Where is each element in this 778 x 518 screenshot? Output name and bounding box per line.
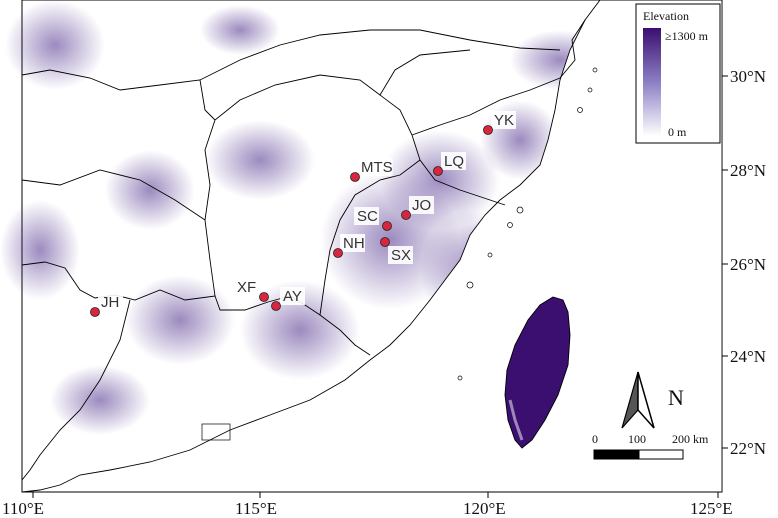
- province-boundaries: [21, 19, 586, 481]
- lat-tick-24: 24°N: [730, 347, 766, 366]
- site-label-bg-ay: [280, 287, 305, 305]
- lat-tick-30: 30°N: [730, 67, 766, 86]
- site-label-bg-xf: [234, 278, 259, 296]
- coastal-islands: [201, 67, 598, 441]
- sample-sites: YK LQ MTS JO SC NH SX XF AY JH: [90, 111, 516, 317]
- site-marker-lq: [433, 166, 443, 176]
- site-label-bg-sx: [388, 246, 413, 264]
- lon-tick-125: 125°E: [690, 499, 733, 518]
- site-label-nh: NH: [343, 235, 365, 252]
- site-marker-ay: [271, 301, 281, 311]
- lat-ticks: [722, 75, 728, 449]
- site-label-xf: XF: [237, 279, 256, 296]
- site-marker-xf: [259, 292, 269, 302]
- site-marker-jh: [90, 307, 100, 317]
- site-label-ay: AY: [283, 288, 302, 305]
- lat-tick-26: 26°N: [730, 255, 766, 274]
- site-label-sc: SC: [357, 208, 378, 225]
- scale-bar: 0 100 200 km: [592, 432, 709, 460]
- legend-colorbar: [643, 28, 661, 136]
- legend-title: Elevation: [643, 9, 689, 23]
- site-marker-sx: [380, 237, 390, 247]
- lat-tick-28: 28°N: [730, 161, 766, 180]
- scale-label-100: 100: [628, 432, 646, 446]
- site-label-jo: JO: [412, 197, 431, 214]
- scale-label-0: 0: [592, 432, 598, 446]
- north-arrow: N: [621, 371, 684, 429]
- north-label: N: [668, 385, 684, 410]
- site-label-bg-nh: [340, 234, 365, 252]
- site-label-bg-mts: [358, 158, 393, 176]
- site-label-bg-sc: [354, 207, 379, 225]
- site-label-mts: MTS: [361, 159, 393, 176]
- legend-min-label: 0 m: [668, 125, 687, 139]
- lon-tick-115: 115°E: [235, 499, 277, 518]
- site-label-bg-yk: [491, 111, 516, 129]
- scale-label-200: 200 km: [672, 432, 709, 446]
- site-marker-jo: [401, 210, 411, 220]
- lon-tick-110: 110°E: [2, 499, 44, 518]
- site-marker-sc: [382, 221, 392, 231]
- site-label-sx: SX: [391, 247, 411, 264]
- site-label-bg-jo: [409, 196, 434, 214]
- lon-ticks: [32, 492, 719, 498]
- scale-bar-white: [638, 449, 684, 460]
- scale-bar-black: [593, 449, 640, 460]
- site-marker-yk: [483, 125, 493, 135]
- site-label-lq: LQ: [444, 153, 464, 170]
- legend-max-label: ≥1300 m: [665, 29, 709, 43]
- site-label-yk: YK: [494, 112, 514, 129]
- lon-tick-120: 120°E: [463, 499, 506, 518]
- site-label-bg-lq: [441, 152, 466, 170]
- site-label-jh: JH: [101, 294, 119, 311]
- lat-tick-22: 22°N: [730, 439, 766, 458]
- site-marker-mts: [350, 172, 360, 182]
- site-label-bg-jh: [98, 293, 123, 311]
- legend: Elevation ≥1300 m 0 m: [635, 3, 721, 144]
- site-marker-nh: [333, 248, 343, 258]
- taiwan-island: [504, 296, 571, 449]
